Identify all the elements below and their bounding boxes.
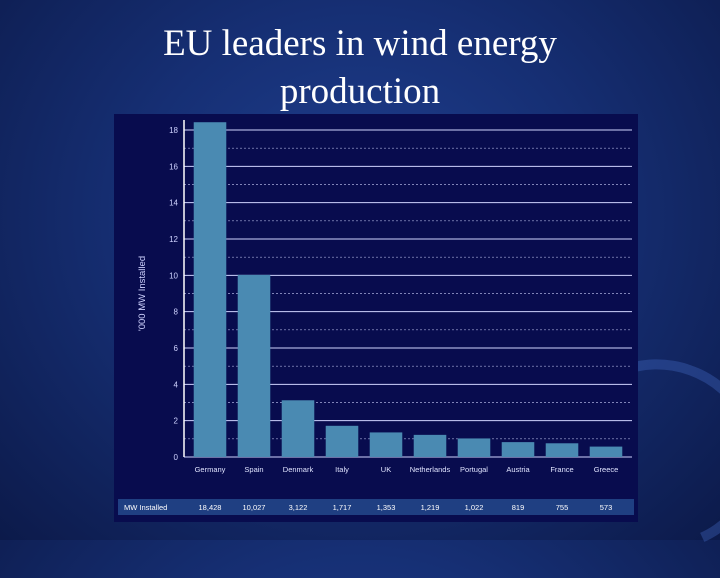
data-table-value: 1,353 [377,503,396,512]
chart-panel: 0 2 4 6 8 10 12 14 16 18 Germany Spain Denmark Italy… [114,114,638,522]
data-table-row-label: MW Installed [124,503,167,512]
bar-uk [369,432,403,457]
x-tick-label: Denmark [283,465,314,474]
data-table-value: 755 [556,503,569,512]
slide-title-line-2: production [279,71,441,112]
bar-netherlands [413,434,447,457]
x-tick-label: France [550,465,573,474]
x-tick-label: Italy [335,465,349,474]
data-table-value: 10,027 [243,503,266,512]
x-axis-labels: Germany Spain Denmark Italy UK Netherlands Por… [195,465,619,474]
y-tick-label: 18 [169,126,178,135]
x-tick-label: Netherlands [410,465,451,474]
y-tick-label: 2 [174,417,179,426]
bar-austria [501,442,535,457]
y-tick-label: 16 [169,162,178,171]
data-table-value: 1,219 [421,503,440,512]
data-table-value: 3,122 [289,503,308,512]
y-tick-label: 8 [174,308,179,317]
bar-spain [237,274,271,457]
data-table-value: 819 [512,503,525,512]
y-tick-label: 0 [174,453,179,462]
data-table-value: 1,022 [465,503,484,512]
bars [193,122,623,457]
bar-france [545,443,579,457]
data-table-values: 18,428 10,027 3,122 1,717 1,353 1,219 1,022 819… [199,503,613,512]
x-tick-label: Portugal [460,465,488,474]
y-tick-label: 10 [169,271,178,280]
x-tick-label: Greece [594,465,619,474]
bar-portugal [457,438,491,457]
bar-denmark [281,400,315,457]
slide-title: EU leaders in wind energy production [0,20,720,116]
bar-greece [589,446,623,457]
data-table-value: 573 [600,503,613,512]
y-axis-ticks: 0 2 4 6 8 10 12 14 16 18 [169,126,178,462]
y-tick-label: 6 [174,344,179,353]
bar-italy [325,425,359,457]
y-tick-label: 4 [174,380,179,389]
x-tick-label: Germany [195,465,226,474]
x-tick-label: UK [381,465,391,474]
y-tick-label: 12 [169,235,178,244]
y-tick-label: 14 [169,199,178,208]
bar-chart: 0 2 4 6 8 10 12 14 16 18 Germany Spain Denmark Italy… [118,120,634,515]
y-axis-title: '000 MW Installed [137,256,148,331]
data-table-value: 1,717 [333,503,352,512]
bar-germany [193,122,227,457]
slide-title-line-1: EU leaders in wind energy [163,23,557,64]
x-tick-label: Austria [506,465,530,474]
data-table-row-background [118,499,634,515]
data-table-value: 18,428 [199,503,222,512]
x-tick-label: Spain [244,465,263,474]
